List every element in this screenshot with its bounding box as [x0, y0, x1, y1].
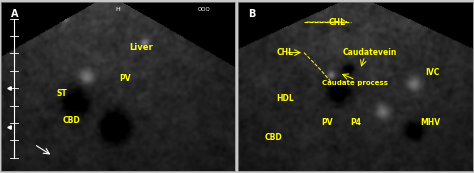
Text: B: B: [248, 8, 255, 19]
Text: Caudatevein: Caudatevein: [342, 48, 397, 57]
Text: P4: P4: [350, 118, 361, 127]
Text: ST: ST: [57, 89, 67, 98]
Text: H: H: [116, 7, 120, 12]
Text: CBD: CBD: [63, 116, 80, 125]
Text: A: A: [11, 8, 18, 19]
Text: HDL: HDL: [276, 94, 294, 103]
Text: IVC: IVC: [426, 69, 440, 78]
Text: MHV: MHV: [420, 118, 440, 127]
Text: Liver: Liver: [129, 43, 153, 52]
Text: CBD: CBD: [264, 133, 283, 142]
Text: Caudate process: Caudate process: [322, 80, 389, 86]
Text: CHL: CHL: [328, 18, 345, 27]
Text: OOO: OOO: [198, 7, 210, 12]
Text: PV: PV: [119, 74, 131, 83]
Text: PV: PV: [321, 118, 333, 127]
Text: CHL: CHL: [277, 48, 294, 57]
